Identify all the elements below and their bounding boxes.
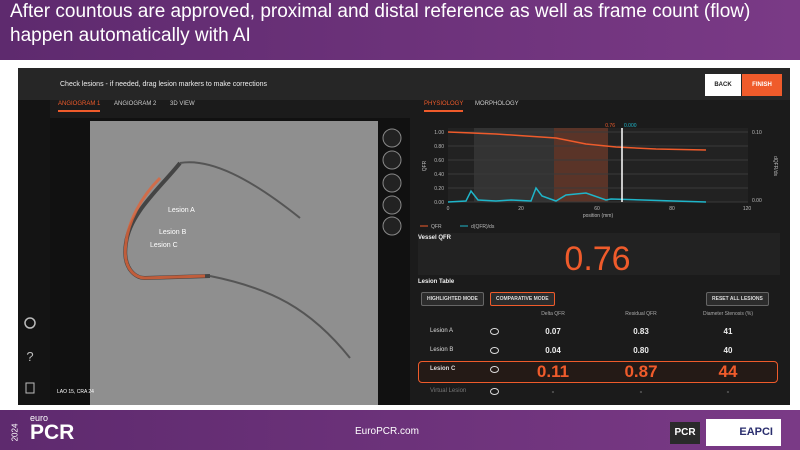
back-button[interactable]: BACK — [705, 74, 741, 96]
tab[interactable]: PHYSIOLOGY — [424, 101, 464, 112]
cell: 0.83 — [633, 327, 649, 336]
legend-label: d(QFR)/ds — [471, 224, 495, 230]
x-tick-label: 80 — [669, 206, 675, 212]
settings-icon[interactable] — [24, 317, 36, 329]
row-header: Lesion A — [430, 328, 454, 334]
visibility-icon[interactable] — [490, 388, 499, 395]
tab[interactable]: ANGIOGRAM 1 — [58, 101, 101, 112]
cell: - — [726, 387, 730, 396]
cell: 41 — [723, 327, 733, 336]
tool-reset[interactable] — [382, 216, 402, 236]
app-header — [18, 68, 790, 100]
row-header: Virtual Lesion — [430, 388, 467, 394]
angiogram-view — [50, 118, 410, 405]
lesion-label: Lesion A — [168, 207, 195, 214]
y-tick-label: 0.40 — [434, 172, 444, 178]
y-tick-label: 0.00 — [434, 200, 444, 206]
cell: - — [639, 387, 643, 396]
lesion-table: Delta QFR Residual QFR Diameter Stenosis (… — [418, 308, 780, 405]
cell: 0.07 — [545, 327, 561, 336]
vessel-qfr-value: 0.76 — [564, 240, 631, 278]
row-header: Lesion C — [430, 366, 456, 372]
x-tick-label: 0 — [447, 206, 450, 212]
y-axis-label: QFR — [422, 160, 428, 171]
x-tick-label: 20 — [518, 206, 524, 212]
vessel-qfr-label: Vessel QFR — [418, 235, 452, 241]
pcr-logo: PCR — [670, 422, 700, 444]
tool-zoom[interactable] — [382, 150, 402, 170]
vessel-qfr-panel — [418, 233, 780, 275]
angiogram-image — [90, 121, 378, 405]
lesion-label: Lesion B — [159, 229, 187, 236]
footer-brand: PCR — [30, 421, 75, 444]
y-tick-label: 0.60 — [434, 158, 444, 164]
x-tick-label: 120 — [743, 206, 752, 212]
cell: 0.04 — [545, 346, 561, 355]
vessel-branch — [179, 161, 351, 359]
cell: 0.11 — [536, 362, 570, 381]
vessel-overlay — [123, 176, 206, 280]
tool-rotate[interactable] — [382, 195, 402, 215]
y2-tick-label: 0.10 — [752, 130, 762, 136]
title-bar — [0, 0, 800, 60]
cell: 0.87 — [624, 362, 658, 381]
instruction: Check lesions - if needed, drag lesion m… — [60, 81, 267, 88]
column-header: Delta QFR — [541, 311, 565, 317]
footer-brand-small: euro — [30, 413, 49, 423]
sidebar-icons: ? — [24, 317, 36, 394]
cursor-qfr: 0.76 — [605, 123, 615, 129]
lesion-region — [554, 128, 608, 202]
cell: 44 — [718, 362, 738, 381]
sidebar — [18, 100, 50, 405]
comparative-mode-button[interactable]: COMPARATIVE MODE — [490, 292, 555, 306]
cell: - — [551, 387, 555, 396]
row-header: Lesion B — [430, 347, 454, 353]
tab[interactable]: 3D VIEW — [170, 101, 195, 107]
selected-row — [418, 361, 778, 383]
tool-hand[interactable] — [382, 128, 402, 148]
footer-year: 2024 — [10, 423, 20, 442]
qfr-plot: 1.00 0.80 0.60 0.40 0.20 0.00 QFR 0.10 0.00 dQFR/… — [420, 123, 778, 230]
help-icon[interactable]: ? — [26, 349, 33, 364]
x-axis-label: position (mm) — [583, 213, 614, 219]
footer-url: EuroPCR.com — [355, 426, 419, 437]
copy-icon[interactable] — [25, 382, 35, 394]
y-tick-label: 0.80 — [434, 144, 444, 150]
tab[interactable]: MORPHOLOGY — [475, 101, 519, 107]
x-tick-label: 60 — [594, 206, 600, 212]
tab[interactable]: ANGIOGRAM 2 — [114, 101, 157, 107]
visibility-icon[interactable] — [490, 328, 499, 335]
tool-brightness[interactable] — [382, 173, 402, 193]
legend-label: QFR — [431, 224, 442, 230]
view-angle: LAO 15, CRA 24 — [57, 389, 94, 395]
dqfr-curve — [447, 186, 707, 203]
lesion-region — [474, 128, 554, 202]
cursor-dqfr: 0.000 — [624, 123, 637, 129]
y-tick-label: 1.00 — [434, 130, 444, 136]
cell: 40 — [723, 346, 733, 355]
highlighted-mode-button[interactable]: HIGHLIGHTED MODE — [421, 292, 484, 306]
cell: 0.80 — [633, 346, 649, 355]
lesion-label: Lesion C — [150, 242, 178, 249]
visibility-icon[interactable] — [490, 347, 499, 354]
visibility-icon[interactable] — [490, 366, 499, 373]
lesion-table-title: Lesion Table — [418, 279, 455, 285]
footer — [0, 410, 800, 450]
slide-title: After countous are approved, proximal an… — [10, 1, 751, 46]
y2-axis-label: dQFR/ds — [772, 156, 778, 177]
column-header: Residual QFR — [625, 311, 657, 317]
finish-button[interactable]: FINISH — [742, 74, 782, 96]
qfr-curve — [447, 131, 707, 151]
y-tick-label: 0.20 — [434, 186, 444, 192]
y2-tick-label: 0.00 — [752, 198, 762, 204]
reset-button[interactable]: RESET ALL LESIONS — [706, 292, 769, 306]
eapci-logo: EAPCI — [706, 419, 781, 446]
column-header: Diameter Stenosis (%) — [702, 311, 753, 317]
